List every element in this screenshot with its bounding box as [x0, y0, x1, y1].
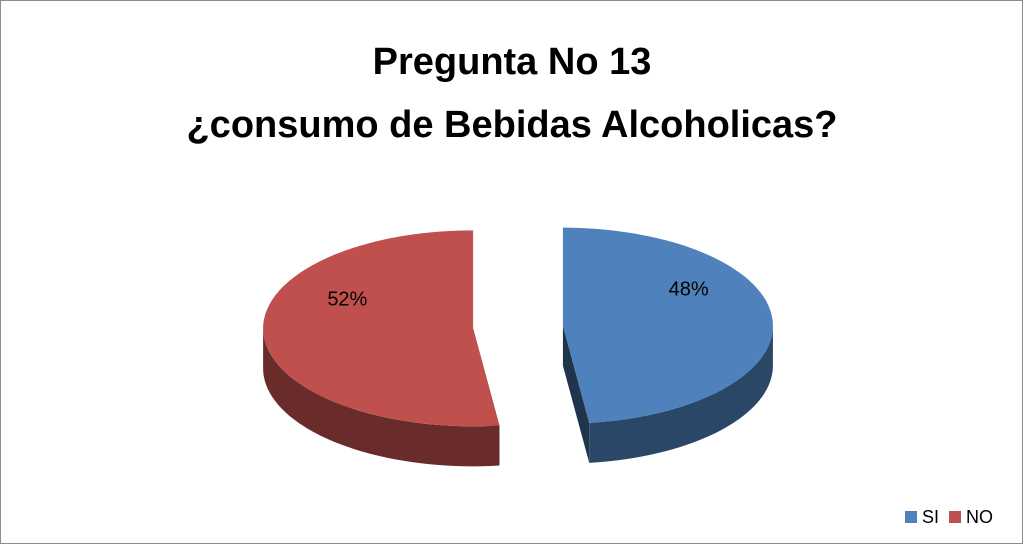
legend-label: NO: [966, 507, 993, 527]
slice-side: [263, 328, 500, 467]
chart-title: ¿consumo de Bebidas Alcoholicas?: [186, 104, 837, 146]
data-label: 52%: [327, 288, 367, 310]
slice: [562, 227, 773, 423]
legend-label: SI: [922, 507, 939, 527]
slice-wall: [562, 325, 590, 463]
slice: [263, 230, 500, 427]
chart-title: Pregunta No 13: [373, 41, 652, 83]
data-label: 48%: [669, 278, 709, 300]
slice-side: [589, 325, 773, 463]
legend-swatch: [905, 511, 917, 523]
legend-swatch: [949, 511, 962, 523]
